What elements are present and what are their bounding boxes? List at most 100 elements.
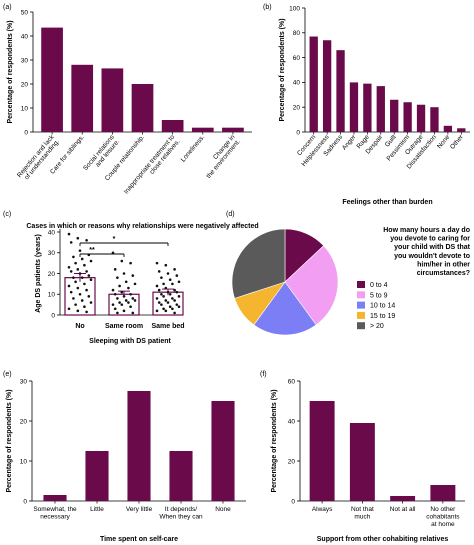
data-point [155, 309, 159, 313]
y-tick-label: 0 [296, 129, 300, 136]
bar-f-0 [309, 401, 335, 501]
data-point [72, 276, 75, 279]
y-tick-label: 0 [23, 498, 27, 505]
y-tick-label: 10 [21, 105, 29, 112]
data-point [122, 272, 126, 275]
bar-a-0 [41, 27, 63, 133]
data-point [111, 303, 115, 306]
significance-marker: ** [89, 247, 95, 254]
bar-b-3 [349, 82, 359, 132]
y-tick-label: 10 [48, 292, 56, 299]
y-tick-label: 0 [291, 498, 295, 505]
data-point [67, 265, 71, 269]
data-point [89, 259, 93, 263]
bar-f-2 [390, 496, 416, 501]
data-point [124, 280, 128, 284]
data-point [76, 309, 80, 313]
y-tick-label: 20 [293, 105, 301, 112]
data-point [122, 309, 126, 313]
data-point [166, 272, 170, 275]
data-point [173, 299, 176, 302]
x-tick-label: Not at all [390, 506, 416, 513]
data-point [116, 276, 119, 279]
data-point [177, 305, 181, 309]
bar-b-11 [457, 128, 466, 132]
bar-b-10 [443, 125, 453, 132]
panel-label-f: (f) [260, 371, 267, 378]
data-point [67, 284, 71, 288]
y-tick-label: 30 [48, 250, 56, 257]
bar-b-8 [416, 104, 426, 132]
bar-a-1 [71, 64, 94, 132]
data-point [85, 310, 88, 314]
bar-e-0 [43, 495, 67, 501]
legend-label: 0 to 4 [370, 282, 388, 289]
y-tick-label: 20 [288, 458, 296, 465]
bar-a-6 [222, 127, 244, 132]
data-point [80, 299, 84, 302]
data-point [173, 311, 176, 315]
y-tick-label: 20 [21, 81, 29, 88]
data-point [131, 297, 135, 300]
x-tick-label: Other [449, 133, 465, 151]
data-point [85, 288, 88, 292]
chart-c: (c) 0 10 20 30 40 Age DS patients (years) Sleep… [3, 211, 185, 345]
y-tick-label: 10 [20, 458, 28, 465]
x-tick-label: Rejection and lackof understanding. [16, 133, 61, 183]
data-point [171, 297, 174, 300]
data-point [171, 282, 174, 286]
x-tick-label: No other cohabitants at home [426, 506, 460, 528]
data-point [164, 263, 168, 267]
significance-marker: * [113, 236, 116, 243]
y-tick-label: 30 [20, 378, 28, 385]
x-tick-label: Somewhat, the necessary [33, 506, 77, 521]
data-point [116, 311, 119, 315]
y-tick-label: 40 [21, 33, 29, 40]
y-tick-label: 40 [288, 418, 296, 425]
x-axis-title: Feelings other than burden [342, 199, 432, 206]
y-tick-label: 20 [20, 418, 28, 425]
pie-title: How many hours a day do you devote to car… [383, 227, 470, 277]
legend-swatch-3 [357, 311, 365, 319]
bar-b-7 [403, 102, 412, 132]
data-point [162, 307, 165, 311]
bar-b-2 [336, 50, 345, 132]
bar-b-4 [363, 83, 372, 132]
data-point [166, 301, 170, 304]
data-point [160, 292, 163, 296]
y-tick-label: 80 [293, 30, 301, 37]
data-point [80, 276, 84, 279]
y-tick-label: 100 [289, 5, 300, 12]
legend-label: 5 to 9 [370, 292, 388, 299]
data-point [162, 282, 165, 286]
data-point [85, 270, 88, 273]
data-point [87, 274, 91, 277]
legend-label: > 20 [370, 323, 384, 330]
data-point [164, 309, 168, 313]
data-point [89, 278, 93, 282]
bar-b-6 [390, 99, 399, 132]
data-point [122, 295, 126, 298]
data-point [120, 303, 124, 306]
panel-label-b: (b) [263, 4, 272, 11]
panel-label-e: (e) [3, 371, 12, 378]
data-point [124, 299, 128, 302]
y-tick-label: 50 [21, 9, 29, 16]
x-axis-title: Time spent on self-care [100, 536, 178, 543]
data-point [157, 288, 161, 292]
y-tick-label: 0 [51, 312, 55, 319]
legend-label: 15 to 19 [370, 313, 395, 320]
panel-label-d: (d) [226, 211, 235, 218]
bar-b-9 [430, 107, 439, 132]
data-point [133, 282, 137, 286]
data-point [67, 232, 71, 236]
data-point [129, 305, 132, 309]
x-tick-label: Loneliness. [180, 134, 207, 164]
data-point [160, 276, 163, 279]
pie-slice-1 [284, 245, 339, 326]
data-point [74, 280, 77, 284]
bar-a-4 [161, 120, 184, 132]
y-tick-label: 0 [24, 129, 28, 136]
legend-swatch-1 [357, 291, 365, 299]
